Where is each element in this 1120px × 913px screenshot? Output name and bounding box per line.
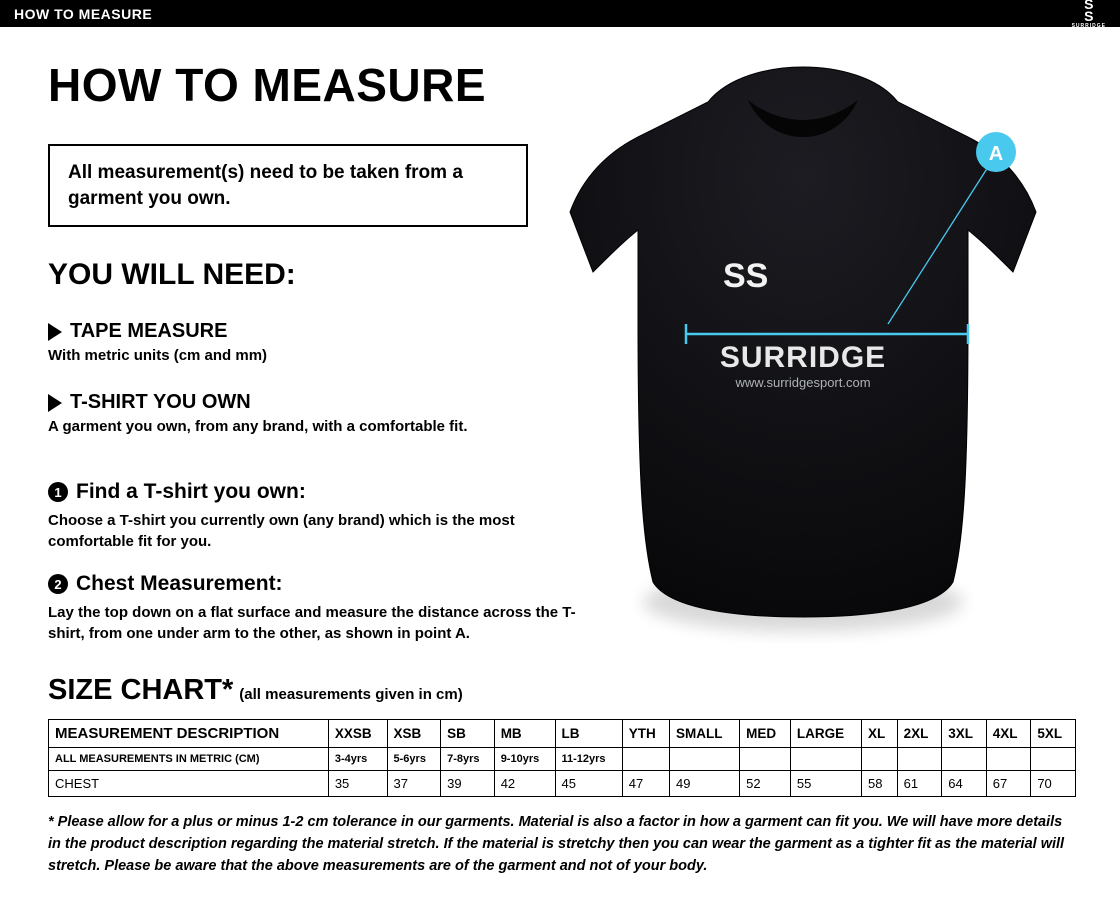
col-header-1: XXSB [328,720,387,748]
step-2-badge: 2 [48,574,68,594]
need-item-tshirt: T-SHIRT YOU OWN [48,391,251,414]
col-header-9: LARGE [790,720,861,748]
col-header-11: 2XL [897,720,942,748]
table-row-metric-units: ALL MEASUREMENTS IN METRIC (CM) 3-4yrs 5… [49,748,1076,771]
step-1-title: 1 Find a T-shirt you own: [48,480,306,504]
bullet-triangle-icon [48,394,62,412]
page-title: HOW TO MEASURE [48,58,486,112]
col-header-2: XSB [387,720,441,748]
need-item-tape-measure-desc: With metric units (cm and mm) [48,347,267,364]
step-1-badge: 1 [48,482,68,502]
table-header-row: MEASUREMENT DESCRIPTION XXSB XSB SB MB L… [49,720,1076,748]
step-2-desc: Lay the top down on a flat surface and m… [48,602,608,644]
point-a-label: A [989,143,1003,165]
table-row-chest: CHEST 35 37 39 42 45 47 49 52 55 58 61 6… [49,771,1076,797]
col-header-3: SB [441,720,495,748]
size-chart-table[interactable]: MEASUREMENT DESCRIPTION XXSB XSB SB MB L… [48,719,1076,797]
need-item-tshirt-desc: A garment you own, from any brand, with … [48,418,467,435]
shirt-brand-text: SURRIDGE [720,341,886,374]
need-section-heading: YOU WILL NEED: [48,258,296,292]
shirt-diagram: SS A SURRIDGE www.surridgesport.com [558,62,1048,652]
col-header-6: YTH [622,720,669,748]
col-header-5: LB [555,720,622,748]
header-title: HOW TO MEASURE [14,6,152,22]
shirt-logo-ss: SS [723,257,768,295]
col-header-13: 4XL [986,720,1031,748]
instruction-box: All measurement(s) need to be taken from… [48,144,528,227]
step-2-title: 2 Chest Measurement: [48,572,283,596]
col-header-14: 5XL [1031,720,1076,748]
brand-name-small: SURRIDGE [1072,23,1106,29]
col-header-10: XL [861,720,897,748]
col-header-8: MED [740,720,791,748]
footer-note: * Please allow for a plus or minus 1-2 c… [48,812,1078,877]
col-header-4: MB [494,720,555,748]
step-1-desc: Choose a T-shirt you currently own (any … [48,510,588,552]
need-item-tape-measure: TAPE MEASURE [48,320,227,343]
bullet-triangle-icon [48,323,62,341]
size-chart-title: SIZE CHART* (all measurements given in cm… [48,674,463,707]
shirt-url-text: www.surridgesport.com [734,375,870,390]
size-chart-table-wrap: MEASUREMENT DESCRIPTION XXSB XSB SB MB L… [48,719,1076,797]
col-header-12: 3XL [942,720,987,748]
col-header-0: MEASUREMENT DESCRIPTION [49,720,329,748]
col-header-7: SMALL [669,720,739,748]
